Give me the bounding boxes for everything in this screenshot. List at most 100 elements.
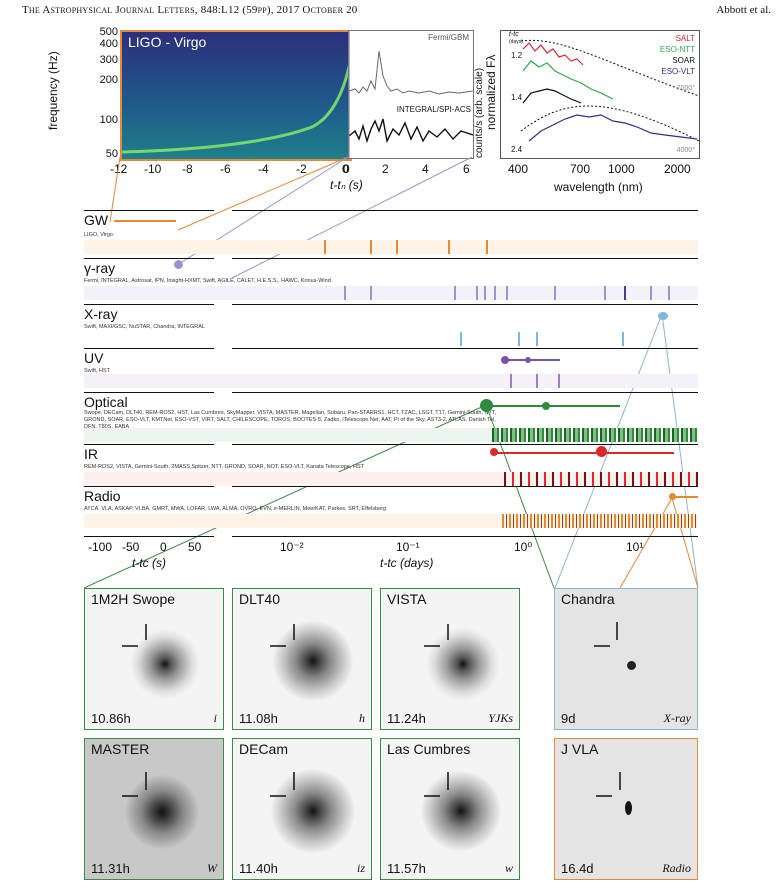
gw-spectrogram: LIGO - Virgo xyxy=(120,30,352,161)
log-label: t-tc (days) xyxy=(380,556,434,570)
uv-strip xyxy=(84,374,698,388)
image-panel: Las Cumbres 11.57h w xyxy=(380,738,520,880)
epoch-label: 2.4 xyxy=(511,145,523,154)
bb-7000: 7000° xyxy=(676,85,695,92)
panel-title: Chandra xyxy=(561,591,615,607)
panel-filter: YJKs xyxy=(488,711,513,725)
ytick: 300 xyxy=(99,54,118,66)
gamma-dot xyxy=(174,260,183,269)
integral-label: INTEGRAL/SPI-ACS xyxy=(396,105,471,114)
gamma-lightcurve-plot xyxy=(348,31,474,158)
xtick: -2 xyxy=(296,162,307,176)
tick: -50 xyxy=(122,540,140,554)
band-facilities: Fermi, INTEGRAL, Astrosat, IPN, Insight-… xyxy=(84,278,331,284)
tick: 50 xyxy=(188,540,202,554)
epoch-label: 1.2 xyxy=(511,51,523,60)
panel-filter: w xyxy=(504,861,513,875)
panel-filter: X-ray xyxy=(663,711,691,725)
log-axis xyxy=(232,536,698,537)
tick: 10¹ xyxy=(626,540,644,554)
xtick: 4 xyxy=(422,162,429,176)
legend-salt: SALT xyxy=(675,34,695,43)
panel-filter: W xyxy=(207,861,217,875)
panel-time: 9d xyxy=(561,711,576,726)
spectrogram-title: LIGO - Virgo xyxy=(128,34,207,50)
panel-filter: Radio xyxy=(662,861,691,875)
spectra-xlabel: wavelength (nm) xyxy=(554,180,643,194)
image-panel: DLT40 11.08h h xyxy=(232,588,372,730)
xtick: 2000 xyxy=(664,162,691,176)
panel-title: DECam xyxy=(239,741,289,757)
xtick: 0 xyxy=(342,162,349,176)
image-panel: 1M2H Swope 10.86h i xyxy=(84,588,224,730)
panel-filter: iz xyxy=(356,861,365,875)
tick: 10⁻¹ xyxy=(396,540,420,554)
xtick: -4 xyxy=(258,162,269,176)
gw-bar xyxy=(114,220,176,222)
band-facilities: Swift, HST xyxy=(84,368,110,374)
spectra-panel: t-tc (days) 1.2 1.4 2.4 SALT ESO-NTT SOA… xyxy=(500,30,700,159)
band-title: Optical xyxy=(84,394,128,410)
panel-time: 11.57h xyxy=(387,861,426,876)
panel-title: J VLA xyxy=(561,741,599,757)
band-title: UV xyxy=(84,350,104,366)
panel-title: DLT40 xyxy=(239,591,280,607)
image-panel: VISTA 11.24h YJKs xyxy=(380,588,520,730)
legend-soar: SOAR xyxy=(672,56,695,65)
panel-title: VISTA xyxy=(387,591,427,607)
tick: 0 xyxy=(160,540,167,554)
lin-label: t-tc (s) xyxy=(132,556,166,570)
panel-time: 10.86h xyxy=(91,711,131,726)
xtick: 700 xyxy=(570,162,591,176)
gamma-xlabel: t-tₙ (s) xyxy=(330,178,363,192)
xtick: 1000 xyxy=(608,162,635,176)
gamma-lightcurve: Fermi/GBM INTEGRAL/SPI-ACS xyxy=(348,30,474,159)
spectra-plot xyxy=(520,39,700,142)
ytick: 400 xyxy=(99,38,118,50)
ir-bar xyxy=(494,452,674,454)
panel-time: 11.24h xyxy=(387,711,426,726)
band-facilities: REM-ROS2, VISTA, Gemini-South, 2MASS,Spi… xyxy=(84,464,364,470)
journal-header: The Astrophysical Journal Letters, 848:L… xyxy=(22,4,358,16)
xray-dot xyxy=(658,312,668,320)
ytick: 500 xyxy=(99,26,118,38)
band-facilities: LIGO, Virgo xyxy=(84,232,113,238)
tick: 10⁻² xyxy=(280,540,304,554)
uv-bar xyxy=(504,359,560,361)
lin-axis xyxy=(84,536,214,537)
panel-title: MASTER xyxy=(91,741,150,757)
legend-eso-vlt: ESO-VLT xyxy=(661,67,695,76)
panel-title: Las Cumbres xyxy=(387,741,471,757)
spectra-tlabel: t-tc xyxy=(509,31,519,38)
xtick: 2 xyxy=(382,162,389,176)
spectrogram-canvas xyxy=(122,32,350,159)
xtick: -6 xyxy=(220,162,231,176)
spectra-tunits: (days) xyxy=(509,39,523,45)
xtick: 0 xyxy=(343,162,350,176)
xtick: -8 xyxy=(182,162,193,176)
tick: 10⁰ xyxy=(514,540,533,554)
xtick: -10 xyxy=(144,162,162,176)
band-title: X-ray xyxy=(84,306,118,322)
legend-eso-ntt: ESO-NTT xyxy=(659,45,695,54)
image-panel: MASTER 11.31h W xyxy=(84,738,224,880)
spectra-legend: SALT ESO-NTT SOAR ESO-VLT xyxy=(660,33,695,77)
tick: -100 xyxy=(88,540,113,554)
band-title: Radio xyxy=(84,488,121,504)
panel-filter: i xyxy=(213,711,217,725)
panel-time: 11.31h xyxy=(91,861,130,876)
authors-header: Abbott et al. xyxy=(716,4,771,16)
xtick: 6 xyxy=(463,162,470,176)
panel-filter: h xyxy=(359,711,365,725)
radio-bar xyxy=(672,496,698,498)
band-title: γ-ray xyxy=(84,260,116,276)
band-facilities: Swope, DECam, DLT40, REM-ROS2, HST, Las … xyxy=(84,410,497,430)
band-title: GW xyxy=(84,212,109,228)
panel-title: 1M2H Swope xyxy=(91,591,176,607)
fermi-label: Fermi/GBM xyxy=(428,33,469,42)
timeline: GW LIGO, Virgo γ-ray Fermi, INTEGRAL, As… xyxy=(84,210,698,540)
ytick: 200 xyxy=(99,74,118,86)
panel-time: 16.4d xyxy=(561,861,594,876)
panel-time: 11.40h xyxy=(239,861,278,876)
epoch-label: 1.4 xyxy=(511,93,523,102)
